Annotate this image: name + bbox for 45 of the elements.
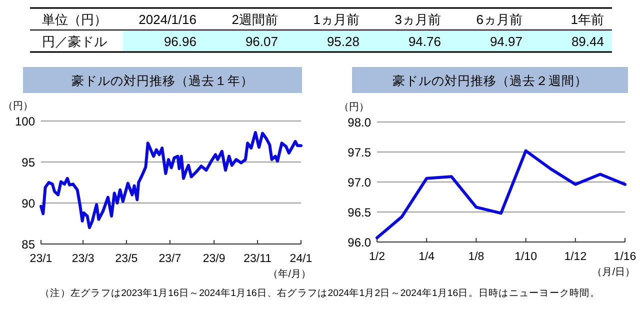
- y-tick-label: 98.0: [348, 116, 372, 130]
- line-series: [376, 149, 626, 240]
- category-label: 1年前: [570, 12, 604, 27]
- category-label: 3ヵ月前: [394, 12, 441, 27]
- chart-title: 豪ドルの対円推移（過去２週間）: [392, 73, 588, 88]
- category-label: 1ヵ月前: [313, 12, 360, 27]
- data-label: 95.28: [326, 34, 360, 49]
- y-tick-label: 96.5: [348, 206, 372, 220]
- x-tick-label: 1/10: [514, 251, 537, 263]
- x-tick-label: 1/2: [369, 251, 385, 263]
- category-label: 2024/1/16: [138, 12, 196, 27]
- text: （注）左グラフは2023年1月16日～2024年1月16日、右グラフは2024年1月2日～2024年1月16日。日時はニューヨーク時間。: [40, 287, 600, 299]
- y-tick-label: 85: [22, 238, 36, 252]
- category-label: 6ヵ月前: [476, 12, 522, 27]
- y-tick-label: 96.0: [348, 236, 372, 250]
- legend-title: 単位（円）: [42, 12, 107, 27]
- x-tick-label: 23/5: [115, 253, 138, 265]
- data-label: 96.96: [164, 34, 196, 49]
- y-tick-label: 95: [22, 156, 36, 170]
- x-tick-label: 23/1: [30, 253, 52, 265]
- category-label: 2週間前: [232, 12, 278, 27]
- x-tick-label: 1/16: [614, 251, 636, 263]
- y-axis-title: （円）: [3, 101, 33, 112]
- x-tick-label: 23/9: [202, 253, 226, 265]
- data-label: 96.07: [245, 34, 278, 49]
- y-axis-title: （円）: [339, 102, 369, 113]
- data-label: 89.44: [571, 34, 604, 49]
- x-tick-label: 23/3: [72, 253, 94, 265]
- x-tick-label: 23/11: [244, 253, 272, 265]
- series-label: 円／豪ドル: [42, 34, 107, 49]
- y-tick-label: 90: [22, 196, 36, 210]
- x-tick-label: 23/7: [158, 253, 182, 265]
- y-tick-label: 97.0: [348, 176, 372, 190]
- x-tick-label: 1/8: [468, 251, 484, 263]
- chart-title: 豪ドルの対円推移（過去１年）: [72, 73, 254, 88]
- x-tick-label: 24/1: [290, 253, 312, 265]
- data-label: 94.76: [408, 34, 441, 49]
- x-axis-title: （月/日）: [592, 267, 635, 278]
- x-tick-label: 1/4: [418, 251, 436, 263]
- x-axis-title: （年/月）: [268, 268, 311, 280]
- line-series: [40, 130, 302, 230]
- data-label: 94.97: [490, 34, 522, 49]
- y-tick-label: 100: [14, 114, 36, 128]
- y-tick-label: 97.5: [348, 146, 372, 160]
- x-tick-label: 1/12: [564, 251, 587, 263]
